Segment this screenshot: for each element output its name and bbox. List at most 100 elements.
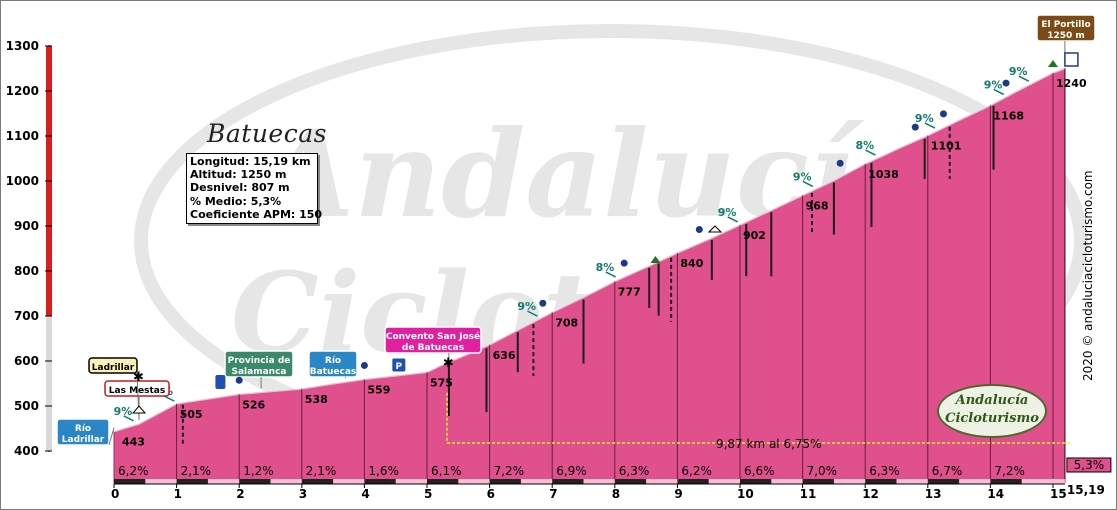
baseline-strip-dark: [927, 479, 960, 484]
y-tick-label: 600: [14, 354, 39, 368]
y-tick-label: 1000: [6, 174, 39, 188]
y-scale-block: [46, 406, 52, 451]
place-sign-text: Salamanca: [232, 367, 287, 377]
baseline-strip-dark: [301, 479, 334, 484]
y-scale-block: [46, 181, 52, 226]
final-grade-box: [1066, 457, 1112, 473]
slope-poles: [181, 105, 995, 445]
km-altitude-label: 526: [242, 398, 265, 411]
baseline-strip-dark: [614, 479, 647, 484]
segment-grade-label: 6,7%: [932, 464, 963, 478]
x-tick-label: 6: [487, 487, 495, 501]
segment-grade-label: 6,1%: [431, 464, 462, 478]
house-icon: [131, 405, 147, 414]
segment-grade-label: 2,1%: [181, 464, 212, 478]
slope-arrow-icon: [727, 216, 739, 223]
x-tick-label: 1: [174, 487, 182, 501]
place-sign-text: de Batuecas: [402, 343, 464, 353]
place-sign-text: Río: [325, 356, 341, 366]
fountain-icon: [360, 361, 368, 369]
slope-arrow-icon: [605, 271, 617, 278]
climb-info-box: Longitud: 15,19 km Altitud: 1250 m Desni…: [186, 153, 323, 225]
baseline-strip-dark: [427, 479, 459, 484]
parking-icon-letter: P: [396, 362, 403, 372]
place-sign-text: Batuecas: [310, 367, 357, 377]
fountain-icon: [939, 110, 947, 118]
slope-arrow-icon: [924, 122, 936, 129]
x-tick-label: 5: [424, 487, 432, 501]
place-sign-box: [384, 326, 482, 354]
segment-grade-label: 1,6%: [368, 464, 399, 478]
x-tick-label: 13: [925, 487, 942, 501]
km-altitude-labels: 443 505 526 538 559 575 636 708 777 840 902 968 1038…: [122, 77, 1087, 449]
brand-logo: Andalucía Cicloturismo: [937, 384, 1047, 438]
highlight-label: 9,87 km al 6,75%: [716, 437, 822, 451]
km-gridlines: [176, 68, 1066, 481]
y-scale-block: [46, 361, 52, 406]
segment-grade-label: 7,0%: [807, 464, 838, 478]
slope-arrow-icon: [865, 149, 876, 156]
x-tick-label: 11: [800, 487, 817, 501]
slope-arrow-icon: [802, 180, 814, 188]
place-sign-text: Las Mestas: [109, 386, 165, 396]
baseline-band: [114, 479, 1065, 484]
climb-title: Batuecas: [207, 119, 327, 148]
fountain-icon: [235, 376, 243, 384]
segment-grade-label: 7,2%: [494, 464, 524, 478]
x-end-label: 15,19: [1067, 483, 1105, 497]
km-altitude-label: 559: [367, 383, 390, 396]
fountain-icon: [620, 259, 628, 267]
x-tick-label: 15: [1050, 487, 1067, 501]
place-sign-text: Río: [75, 424, 91, 434]
place-sign-text: Provincia de: [228, 356, 291, 366]
info-longitud: Longitud: 15,19 km: [190, 155, 311, 168]
baseline-strip-dark: [865, 479, 897, 484]
x-tick-label: 4: [361, 487, 369, 501]
km-altitude-label: 443: [122, 436, 145, 449]
km-altitude-label: 777: [618, 285, 641, 298]
slope-marker-label: 9%: [517, 300, 536, 313]
info-altitud: Altitud: 1250 m: [190, 168, 287, 182]
place-sign: Ladrillar: [88, 357, 140, 421]
info-coeficiente: Coeficiente APM: 150: [190, 207, 323, 221]
y-tick-label: 1200: [6, 84, 39, 98]
y-axis-scale: 400 500 600 700 800 900 1000 1100 1200 1300: [6, 39, 52, 458]
x-tick-label: 12: [862, 487, 879, 501]
baseline-strip-dark: [489, 479, 521, 484]
km-altitude-label: 968: [806, 199, 829, 212]
y-tick-label: 900: [14, 219, 39, 233]
fountain-icon: [695, 226, 703, 234]
route-icons: P ✱ ✱: [131, 52, 1079, 414]
slope-marker-label: 9%: [984, 78, 1003, 91]
slope-marker-label: 9%: [915, 112, 934, 125]
baseline-strip-dark: [990, 479, 1022, 484]
km-altitude-label: 708: [555, 316, 578, 329]
baseline-strip: [114, 479, 1065, 484]
y-scale-block: [46, 271, 52, 316]
place-sign-box: [1036, 14, 1096, 42]
x-tick-label: 0: [111, 487, 119, 501]
y-tick-label: 1300: [6, 39, 39, 53]
slope-marker-label: 9%: [718, 206, 737, 219]
place-sign-pointer: [108, 427, 115, 446]
km-altitude-label: 538: [305, 393, 328, 406]
highlight-segment: 9,87 km al 6,75%: [446, 392, 1071, 451]
tree-icon: [650, 256, 661, 263]
y-tick-label: 500: [14, 399, 39, 413]
slope-arrow-icon: [123, 415, 134, 422]
baseline-strip-dark: [239, 479, 271, 484]
segment-grade-label: 7,2%: [994, 464, 1025, 478]
x-tick-label: 3: [299, 487, 307, 501]
y-tick-label: 800: [14, 264, 39, 278]
segment-grade-label: 6,2%: [118, 464, 149, 478]
km-altitude-label: 636: [493, 349, 516, 362]
y-scale-block: [46, 46, 52, 91]
place-sign-box: [308, 350, 358, 378]
slope-arrow-icon: [527, 310, 538, 317]
slope-marker-label: 9%: [114, 405, 133, 418]
y-scale-block: [46, 226, 52, 271]
